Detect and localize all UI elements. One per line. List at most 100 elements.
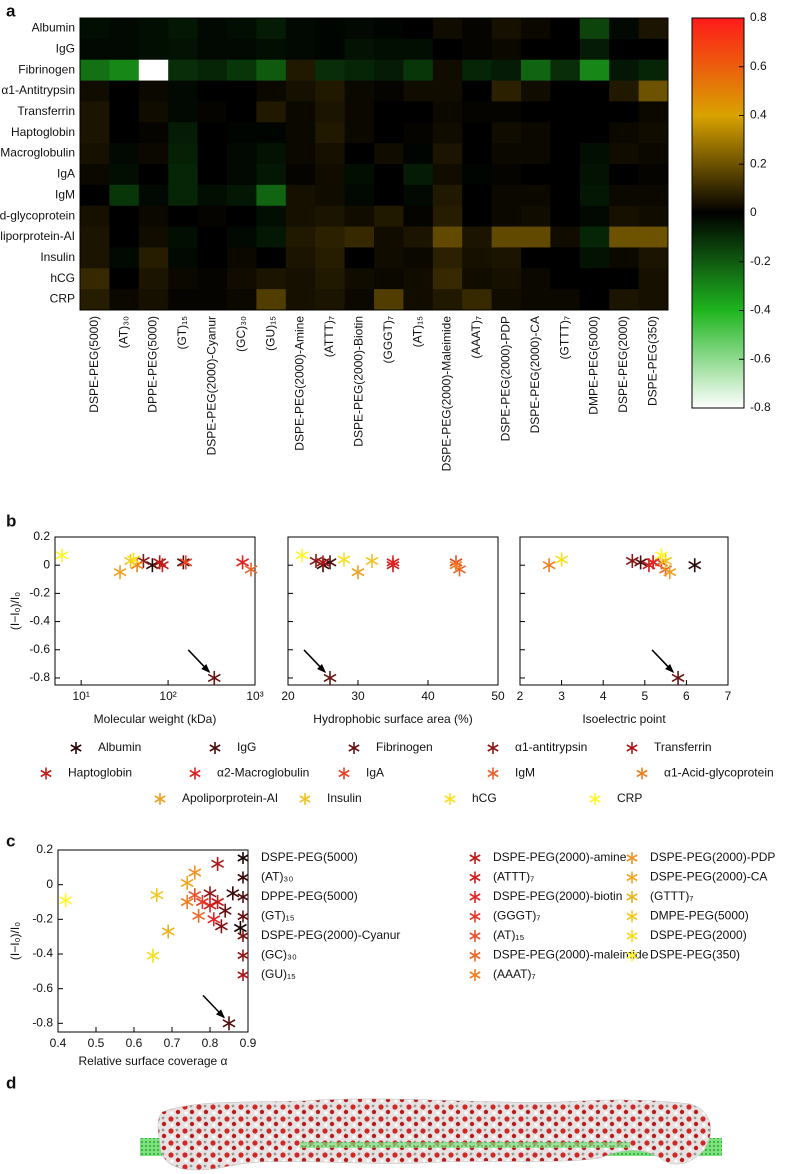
star-marker bbox=[207, 670, 221, 685]
star-marker bbox=[295, 548, 309, 563]
heatmap-cell bbox=[432, 80, 463, 102]
heatmap-cell bbox=[256, 59, 287, 81]
heatmap-cell bbox=[462, 101, 492, 123]
heatmap-cell bbox=[197, 80, 228, 102]
heatmap-cell bbox=[550, 38, 581, 61]
heatmap-cell bbox=[403, 59, 434, 81]
heatmap-cell bbox=[638, 205, 669, 227]
star-marker bbox=[237, 969, 249, 981]
heatmap-cell bbox=[432, 164, 463, 186]
heatmap-cell bbox=[109, 122, 140, 144]
heatmap-cell bbox=[315, 59, 345, 81]
heatmap-cell bbox=[315, 184, 345, 207]
heatmap-cell bbox=[168, 59, 198, 81]
legend-label: CRP bbox=[617, 791, 642, 805]
y-tick-label: 0.2 bbox=[33, 529, 50, 543]
x-tick-label: 0.8 bbox=[202, 1036, 219, 1050]
heatmap-cell bbox=[168, 184, 198, 207]
x-tick-label: 0.7 bbox=[164, 1036, 181, 1050]
heatmap-cell bbox=[432, 38, 463, 61]
column-label: (GTTT)₇ bbox=[557, 316, 571, 359]
heatmap-cell bbox=[80, 184, 110, 207]
plot-frame bbox=[287, 536, 499, 686]
star-marker bbox=[625, 553, 639, 568]
star-marker bbox=[469, 891, 481, 903]
heatmap-cell bbox=[197, 59, 228, 81]
heatmap-cell bbox=[579, 38, 610, 61]
star-stroke bbox=[40, 769, 52, 778]
heatmap-cell bbox=[168, 205, 198, 227]
star-marker bbox=[155, 558, 169, 573]
heatmap-cell bbox=[521, 247, 551, 269]
heatmap-cell bbox=[109, 101, 140, 123]
star-marker bbox=[663, 565, 677, 580]
heatmap-cell bbox=[491, 184, 522, 207]
star-stroke bbox=[233, 923, 247, 933]
star-stroke bbox=[176, 558, 190, 567]
star-marker bbox=[150, 888, 164, 903]
legend-label: Apoliporprotein-AI bbox=[182, 791, 278, 805]
x-tick-label: 6 bbox=[683, 689, 690, 703]
y-tick-label: 0.2 bbox=[36, 842, 53, 856]
star-stroke bbox=[113, 568, 127, 577]
heatmap-cell bbox=[109, 247, 140, 269]
star-marker bbox=[299, 793, 311, 805]
legend-label: (GGGT)₇ bbox=[493, 909, 540, 923]
heatmap-cell bbox=[550, 289, 581, 311]
star-marker bbox=[222, 1016, 236, 1031]
heatmap-cell bbox=[374, 80, 404, 102]
colorbar-tick-label: -0.8 bbox=[750, 400, 771, 414]
star-stroke bbox=[654, 551, 668, 560]
legend-label: Insulin bbox=[327, 791, 362, 805]
x-axis-label: Molecular weight (kDa) bbox=[94, 712, 217, 726]
legend-label: (ATTT)₇ bbox=[493, 870, 534, 884]
star-marker bbox=[626, 742, 638, 754]
column-label: (AAAT)₇ bbox=[469, 316, 483, 359]
heatmap-cell bbox=[374, 143, 404, 165]
star-marker bbox=[40, 767, 52, 780]
heatmap-cell bbox=[638, 289, 669, 311]
x-tick-label: 7 bbox=[725, 689, 732, 703]
heatmap-cell bbox=[432, 122, 463, 144]
star-stroke bbox=[237, 932, 249, 940]
protein-surface bbox=[157, 1098, 711, 1171]
column-label: (GGGT)₇ bbox=[381, 316, 395, 363]
heatmap-cell bbox=[197, 38, 228, 61]
heatmap-frame bbox=[79, 17, 669, 311]
heatmap-cell bbox=[109, 143, 140, 165]
star-stroke bbox=[487, 769, 499, 778]
star-marker bbox=[180, 875, 194, 890]
heatmap-cell bbox=[462, 80, 492, 102]
y-tick-label: -0.2 bbox=[32, 912, 53, 926]
heatmap-cell bbox=[403, 101, 434, 123]
heatmap-cell bbox=[227, 143, 257, 165]
star-marker bbox=[237, 852, 249, 864]
legend-label: (AT)₁₅ bbox=[493, 928, 524, 942]
y-tick-label: -0.4 bbox=[32, 946, 53, 960]
membrane-overlay bbox=[300, 1142, 630, 1148]
star-marker bbox=[192, 908, 206, 923]
heatmap-cell bbox=[462, 226, 492, 248]
arrow-head bbox=[216, 1009, 225, 1019]
star-stroke bbox=[150, 890, 164, 900]
heatmap-cell bbox=[285, 247, 316, 269]
star-stroke bbox=[671, 673, 685, 683]
heatmap-cell bbox=[550, 164, 581, 186]
heatmap-cell bbox=[374, 268, 404, 290]
legend-label: IgA bbox=[366, 766, 384, 780]
heatmap-cell bbox=[432, 247, 463, 269]
heatmap-cell bbox=[579, 289, 610, 311]
star-stroke bbox=[155, 560, 169, 570]
heatmap-cell bbox=[579, 247, 610, 269]
star-stroke bbox=[55, 551, 69, 560]
column-label: DSPE-PEG(2000) bbox=[616, 316, 630, 413]
star-stroke bbox=[449, 560, 463, 570]
heatmap-cell bbox=[521, 59, 551, 81]
heatmap-cell bbox=[521, 101, 551, 123]
star-stroke bbox=[237, 873, 249, 882]
heatmap-cell bbox=[521, 122, 551, 144]
y-tick-label: 0 bbox=[43, 557, 50, 571]
star-stroke bbox=[469, 912, 481, 921]
heatmap-cell bbox=[197, 184, 228, 207]
heatmap-cell bbox=[462, 164, 492, 186]
